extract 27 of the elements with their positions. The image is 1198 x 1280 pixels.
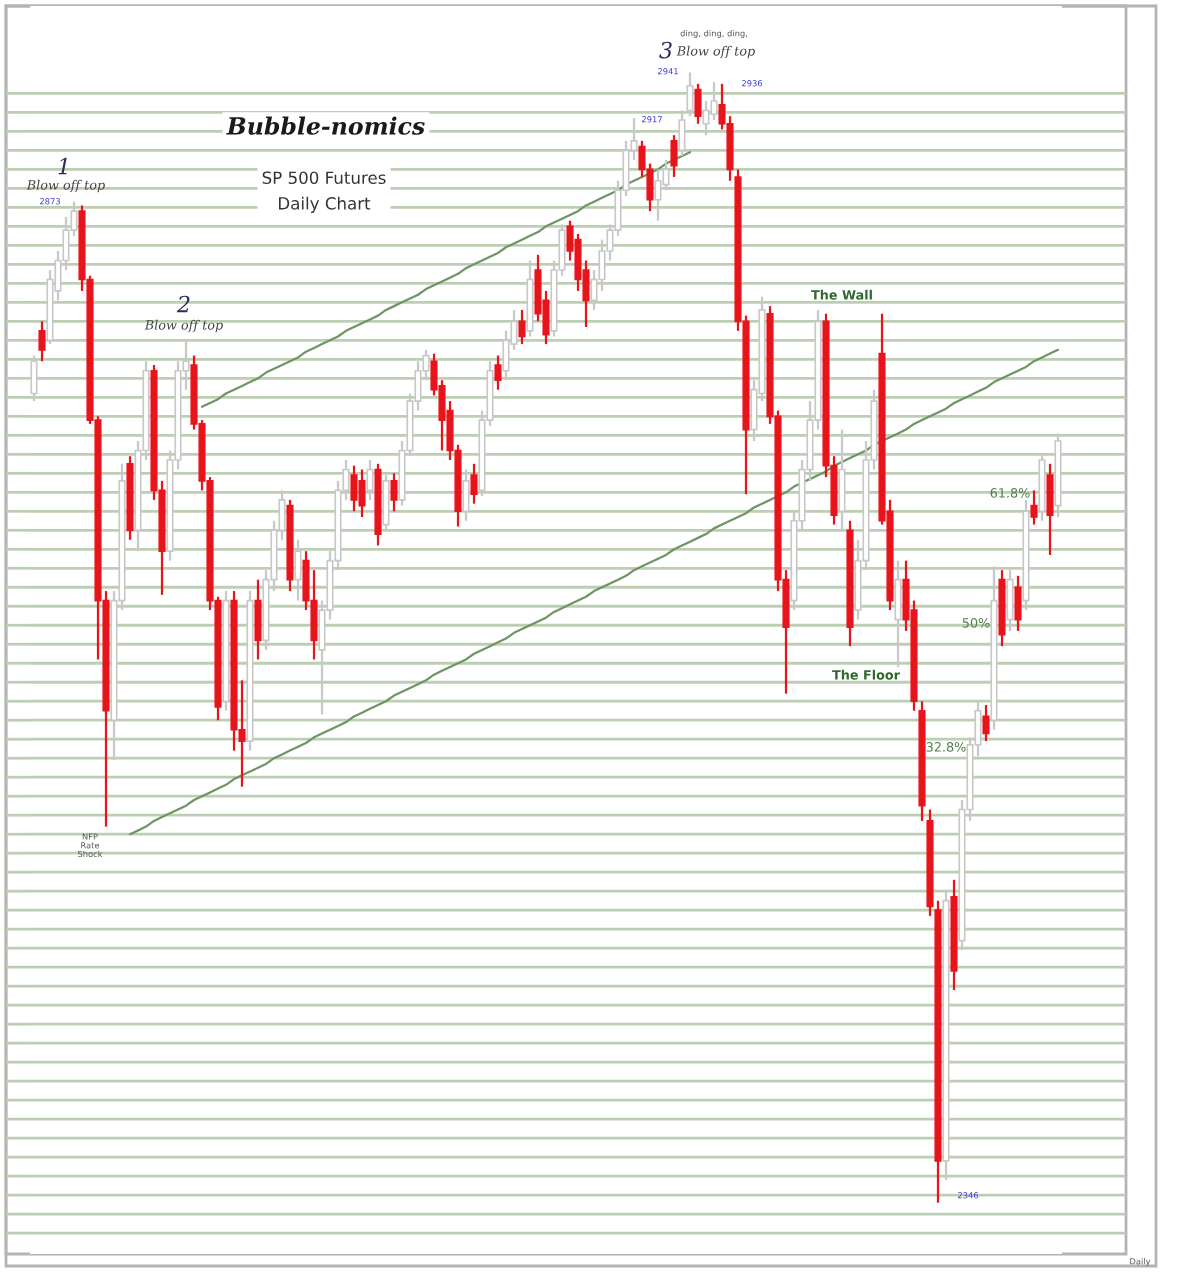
candlestick [654, 168, 662, 222]
candlestick [390, 472, 398, 513]
text: Bubble-nomics [226, 116, 425, 135]
candlestick [1046, 462, 1054, 557]
candlestick [1030, 489, 1038, 526]
candlestick [350, 464, 358, 513]
annotation: 2 [176, 295, 190, 313]
candlestick [1014, 574, 1022, 633]
candlestick [462, 468, 470, 522]
candlestick [366, 458, 374, 501]
candlestick [470, 462, 478, 505]
text: SP 500 Futures Daily Chart [262, 171, 386, 213]
candlestick [294, 538, 302, 602]
candlestick [694, 82, 702, 125]
candlestick [518, 308, 526, 346]
candlestick [1006, 569, 1014, 633]
candlestick [382, 474, 390, 532]
candlestick [838, 428, 846, 532]
candlestick [254, 578, 262, 661]
candlestick [982, 703, 990, 743]
candlestick [38, 320, 46, 363]
candlestick [494, 354, 502, 391]
candlestick [894, 559, 902, 669]
annotation: 3 [659, 41, 672, 59]
candlestick [670, 134, 678, 179]
candlestick [358, 468, 366, 519]
annotation: 1 [58, 157, 67, 175]
